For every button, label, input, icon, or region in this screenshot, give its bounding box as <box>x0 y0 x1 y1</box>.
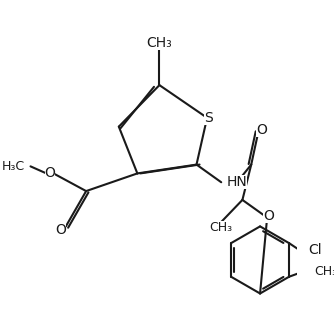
Text: CH₃: CH₃ <box>210 221 233 234</box>
Text: O: O <box>55 223 66 237</box>
Text: Cl: Cl <box>309 243 322 257</box>
Text: CH₃: CH₃ <box>314 265 334 278</box>
Text: CH₃: CH₃ <box>147 36 172 50</box>
Text: HN: HN <box>226 175 247 189</box>
Text: S: S <box>204 111 213 125</box>
Text: O: O <box>257 123 267 137</box>
Text: H₃C: H₃C <box>2 160 25 173</box>
Text: O: O <box>44 166 55 181</box>
Text: O: O <box>264 209 274 223</box>
